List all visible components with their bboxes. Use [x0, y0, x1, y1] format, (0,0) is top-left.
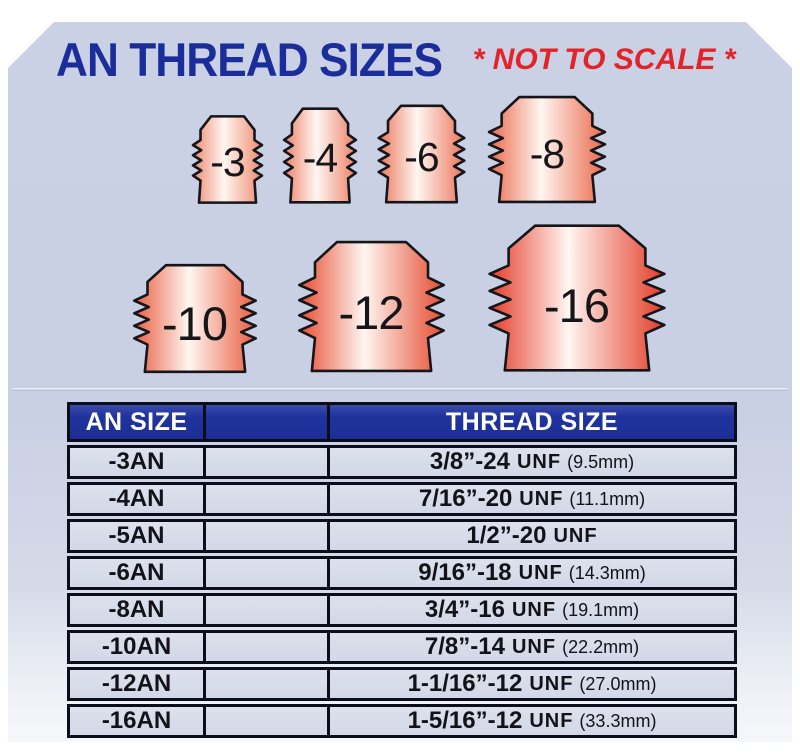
fitting--10: -10	[129, 261, 261, 376]
table-row: -16AN 1-5/16”-12 UNF (33.3mm)	[67, 704, 737, 738]
not-to-scale-note: * NOT TO SCALE *	[472, 42, 736, 76]
an-thread-size-table: AN SIZE THREAD SIZE -3AN 3/8”-24 UNF (9.5mm…	[67, 402, 737, 738]
thread-mm: (22.2mm)	[562, 636, 640, 657]
col-header-an-size: AN SIZE	[85, 407, 188, 436]
title-row: AN THREAD SIZES * NOT TO SCALE *	[8, 22, 792, 87]
panel-divider	[12, 388, 788, 391]
fitting--8: -8	[484, 93, 610, 206]
col-header-middle	[203, 405, 330, 439]
thread-fraction: 3/8”-24	[429, 448, 510, 475]
col-header-thread-size: THREAD SIZE	[445, 407, 619, 436]
thread-fraction: 9/16”-18	[418, 559, 512, 586]
fitting-shape	[375, 102, 468, 206]
thread-standard: UNF	[516, 450, 562, 473]
thread-fraction: 7/16”-20	[418, 485, 513, 512]
thread-fraction: 1-5/16”-12	[407, 707, 523, 734]
table-header-row: AN SIZE THREAD SIZE	[67, 402, 737, 442]
middle-cell	[203, 633, 330, 661]
middle-cell	[203, 559, 330, 587]
thread-standard: UNF	[518, 561, 563, 584]
an-size-cell: -12AN	[101, 670, 172, 697]
thread-size-cell: 3/8”-24 UNF (9.5mm)	[330, 448, 734, 476]
an-size-cell: -10AN	[101, 633, 172, 660]
middle-cell	[203, 485, 330, 513]
thread-size-cell: 7/8”-14 UNF (22.2mm)	[330, 633, 734, 661]
an-size-cell: -16AN	[101, 707, 172, 734]
fitting-size-label: -16	[544, 279, 609, 333]
fitting-size-label: -10	[162, 297, 227, 351]
thread-fraction: 7/8”-14	[424, 633, 505, 660]
fitting-size-label: -6	[404, 134, 439, 181]
fitting--16: -16	[482, 220, 672, 376]
table-row: -4AN 7/16”-20 UNF (11.1mm)	[67, 482, 737, 516]
fitting-shape	[484, 93, 610, 206]
thread-mm: (27.0mm)	[579, 673, 657, 694]
thread-standard: UNF	[529, 709, 574, 732]
table-row: -6AN 9/16”-18 UNF (14.3mm)	[67, 556, 737, 590]
fitting-size-label: -8	[529, 131, 565, 178]
thread-fraction: 3/4”-16	[424, 596, 505, 623]
fitting--6: -6	[375, 102, 468, 206]
fitting-shape	[190, 113, 265, 206]
table-row: -3AN 3/8”-24 UNF (9.5mm)	[67, 445, 737, 479]
fitting-size-label: -12	[338, 286, 404, 340]
an-size-cell: -6AN	[108, 559, 165, 586]
an-size-cell: -4AN	[108, 485, 165, 512]
fitting-size-label: -4	[302, 135, 338, 182]
an-size-cell: -5AN	[108, 522, 165, 549]
middle-cell	[203, 707, 330, 735]
thread-mm: (11.1mm)	[569, 488, 646, 509]
fitting--12: -12	[293, 237, 450, 376]
thread-mm: (14.3mm)	[568, 562, 646, 583]
an-size-cell: -8AN	[108, 596, 165, 623]
thread-size-cell: 1/2”-20 UNF	[330, 522, 734, 550]
thread-size-cell: 7/16”-20 UNF (11.1mm)	[330, 485, 734, 513]
thread-size-cell: 3/4”-16 UNF (19.1mm)	[330, 596, 734, 624]
table-row: -10AN 7/8”-14 UNF (22.2mm)	[67, 630, 737, 664]
fitting-shape	[482, 220, 672, 376]
middle-cell	[203, 670, 330, 698]
thread-size-cell: 1-1/16”-12 UNF (27.0mm)	[330, 670, 734, 698]
thread-size-cell: 1-5/16”-12 UNF (33.3mm)	[330, 707, 734, 735]
thread-mm: (19.1mm)	[562, 599, 640, 620]
thread-fraction: 1/2”-20	[466, 522, 547, 549]
fitting-shape	[281, 105, 359, 206]
an-size-cell: -3AN	[108, 448, 165, 475]
thread-standard: UNF	[519, 487, 564, 510]
thread-fraction: 1-1/16”-12	[407, 670, 523, 697]
thread-size-cell: 9/16”-18 UNF (14.3mm)	[330, 559, 734, 587]
thread-standard: UNF	[553, 524, 598, 547]
middle-cell	[203, 522, 330, 550]
thread-mm: (9.5mm)	[567, 451, 635, 472]
fitting--4: -4	[281, 105, 359, 206]
thread-mm: (33.3mm)	[579, 710, 657, 731]
fittings-row-small: -3 -4 -6 -8	[8, 93, 792, 206]
thread-standard: UNF	[511, 635, 557, 658]
panel-background: AN THREAD SIZES * NOT TO SCALE * -3 -4 -6-…	[8, 22, 792, 742]
page-title: AN THREAD SIZES	[56, 33, 443, 86]
middle-cell	[203, 596, 330, 624]
thread-standard: UNF	[511, 598, 557, 621]
table-body: -3AN 3/8”-24 UNF (9.5mm) -4AN 7/16”-20 UNF (11.…	[67, 445, 737, 738]
fitting-size-label: -3	[210, 139, 245, 185]
fitting--3: -3	[190, 113, 265, 206]
table-row: -12AN 1-1/16”-12 UNF (27.0mm)	[67, 667, 737, 701]
fitting-shape	[293, 237, 450, 376]
table-row: -8AN 3/4”-16 UNF (19.1mm)	[67, 593, 737, 627]
middle-cell	[203, 448, 330, 476]
table-row: -5AN 1/2”-20 UNF	[67, 519, 737, 553]
thread-standard: UNF	[529, 672, 574, 695]
fitting-shape	[129, 261, 261, 376]
fittings-row-large: -10 -12 -16	[8, 220, 792, 376]
